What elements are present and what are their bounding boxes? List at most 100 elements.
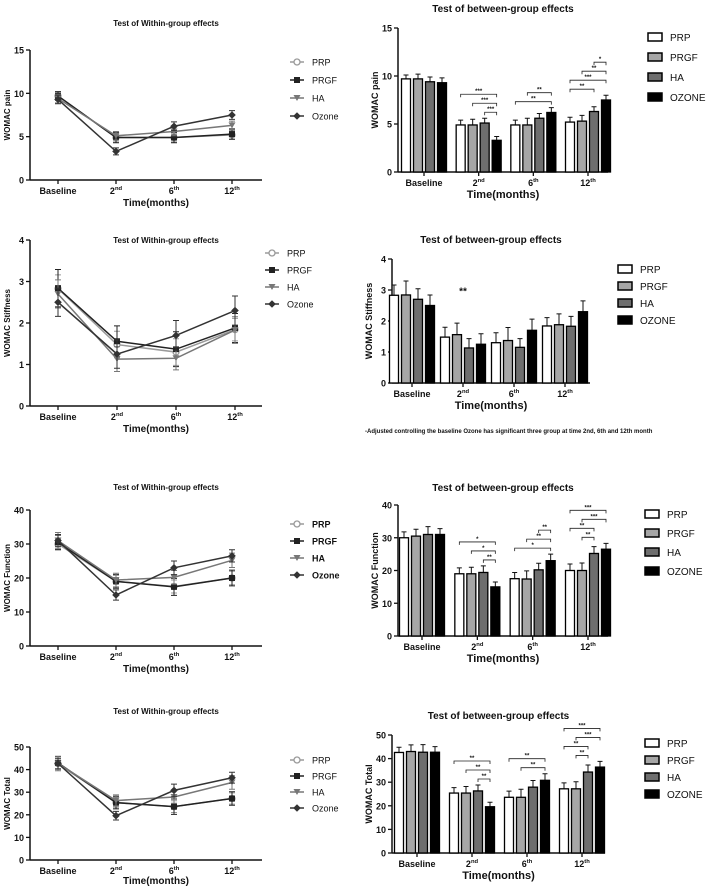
significance-label: * (599, 57, 602, 63)
error-bar (425, 526, 431, 535)
significance-label: ** (592, 66, 597, 72)
significance-label: *** (475, 89, 483, 95)
y-tick-label: 20 (376, 801, 386, 811)
legend-label: OZONE (667, 790, 703, 801)
chart-title: Test of Within-group effects (113, 483, 219, 492)
legend-swatch-prp (617, 264, 633, 274)
data-point-ha (172, 355, 180, 362)
y-tick-label: 0 (19, 856, 24, 866)
y-tick-label: 0 (381, 379, 386, 389)
error-bar (517, 338, 523, 348)
y-axis-label: WOMAC pain (3, 90, 12, 141)
legend-marker-prp (293, 520, 301, 528)
significance-label: ** (482, 774, 487, 780)
legend-label: PRGF (312, 772, 338, 782)
significance-label: *** (590, 514, 598, 520)
error-bar (591, 106, 597, 112)
error-bar (413, 528, 419, 537)
series-line-prp (57, 288, 236, 353)
error-bar (512, 571, 518, 579)
legend-label: PRGF (312, 537, 338, 547)
legend-label: OZONE (670, 93, 706, 104)
bar-ozone (434, 533, 446, 637)
error-bar (556, 313, 562, 325)
bar-prp (454, 573, 465, 637)
error-bar (427, 294, 433, 306)
bar-ozone (436, 82, 448, 173)
data-point-ha (112, 132, 120, 139)
y-tick-label: 1 (381, 348, 386, 358)
y-axis-label: WOMAC pain (370, 72, 380, 129)
legend-marker-ha (293, 555, 301, 561)
legend-label: PRGF (667, 529, 695, 540)
significance-label: ** (487, 555, 492, 561)
chart-title: Test of between-group effects (432, 4, 574, 15)
error-bar (548, 107, 554, 113)
series-line-prp (57, 763, 233, 808)
chart-title: Test of between-group effects (432, 483, 574, 494)
chart-title: Test of Within-group effects (113, 19, 219, 28)
bar-ha (463, 347, 475, 384)
significance-bracket (460, 93, 498, 98)
significance-label: ** (476, 765, 481, 771)
significance-bracket (520, 767, 546, 771)
series-line-prp (57, 95, 233, 139)
bar-prgf (466, 573, 477, 637)
bar-ha (582, 771, 594, 854)
error-bar (401, 531, 407, 538)
bar-prgf (576, 120, 588, 173)
data-point-ozone (113, 350, 121, 358)
bar-prp (503, 796, 515, 854)
significance-bracket (569, 79, 607, 84)
error-bar (524, 117, 530, 125)
x-axis-label: Time(months) (462, 870, 535, 882)
bar-ha (424, 81, 436, 173)
bar-ha (534, 117, 545, 173)
x-tick-label: 12th (574, 859, 590, 869)
legend-marker-prgf (269, 267, 275, 273)
significance-label: *** (487, 107, 495, 113)
chart-panel-3: Test of between-group effects 0 1 2 3 4 Baseli… (364, 235, 676, 412)
legend-label: Ozone (287, 300, 314, 310)
series-line-ozone (57, 762, 233, 817)
bar-ozone (424, 304, 436, 384)
significance-bracket (569, 527, 595, 532)
series-line-ha (57, 97, 233, 137)
bar-ozone (600, 548, 612, 637)
data-point-ha (112, 577, 120, 584)
error-bar (396, 746, 402, 753)
legend-swatch-prgf (644, 528, 660, 538)
y-tick-label: 30 (14, 540, 24, 550)
bar-ha (514, 346, 526, 384)
legend-label: Ozone (312, 804, 339, 814)
x-tick-label: 12th (224, 652, 240, 662)
data-point-ozone (228, 773, 236, 782)
bar-prgf (400, 294, 412, 384)
significance-bracket (575, 755, 589, 759)
significance-label: ** (542, 525, 547, 531)
legend-marker-prgf (294, 773, 300, 779)
error-bar (568, 315, 574, 327)
error-bar (480, 565, 486, 573)
significance-label: ** (459, 287, 467, 298)
error-bar (548, 553, 554, 561)
bar-prp (510, 124, 521, 173)
legend-marker-prp (293, 756, 301, 764)
legend-label: Ozone (312, 571, 340, 581)
chart-panel-7: Test of between-group effects 0 10 20 30 40 50… (364, 711, 703, 882)
data-point-prgf (229, 795, 235, 802)
y-tick-label: 2 (381, 317, 386, 327)
error-bar (567, 116, 573, 123)
significance-label: *** (584, 75, 592, 81)
error-bar (463, 785, 469, 794)
error-bar (536, 112, 542, 119)
legend-marker-ozone (293, 112, 301, 120)
data-point-ozone (112, 811, 120, 820)
legend-marker-ha (293, 789, 301, 795)
x-tick-label: 6th (171, 412, 182, 422)
error-bar (573, 781, 579, 789)
significance-bracket (508, 758, 546, 762)
data-point-ha (170, 128, 178, 135)
bar-prgf (405, 750, 417, 854)
y-tick-label: 10 (14, 833, 24, 843)
